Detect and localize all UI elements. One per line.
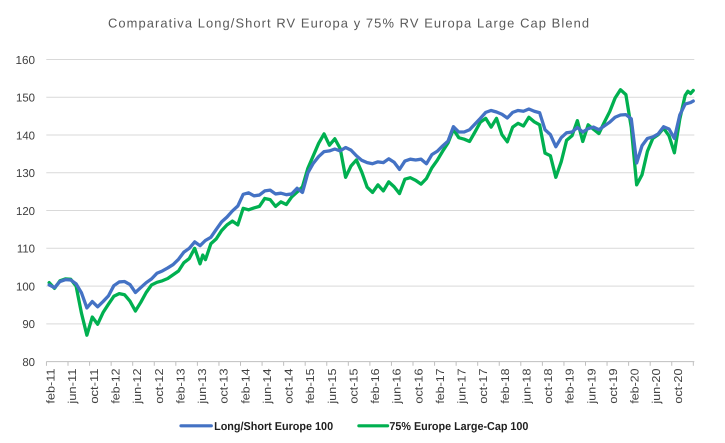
svg-text:110: 110 [17, 244, 35, 256]
svg-text:feb-12: feb-12 [110, 369, 122, 404]
svg-text:feb-19: feb-19 [565, 369, 577, 404]
svg-text:140: 140 [16, 130, 35, 142]
svg-text:jun-12: jun-12 [132, 369, 144, 405]
svg-text:jun-13: jun-13 [197, 369, 209, 405]
svg-text:jun-15: jun-15 [327, 369, 339, 405]
svg-text:150: 150 [16, 93, 35, 105]
svg-text:jun-11: jun-11 [67, 369, 79, 405]
svg-text:jun-19: jun-19 [586, 369, 598, 405]
svg-text:feb-15: feb-15 [305, 369, 317, 404]
svg-text:jun-14: jun-14 [262, 369, 274, 405]
svg-text:feb-16: feb-16 [370, 369, 382, 404]
svg-text:oct-18: oct-18 [543, 369, 555, 404]
svg-text:jun-16: jun-16 [392, 369, 404, 405]
svg-text:130: 130 [16, 168, 35, 180]
svg-text:75% Europe Large-Cap 100: 75% Europe Large-Cap 100 [389, 421, 528, 433]
svg-text:oct-12: oct-12 [154, 369, 166, 404]
svg-text:feb-14: feb-14 [240, 369, 252, 404]
svg-text:Long/Short Europe 100: Long/Short Europe 100 [214, 421, 333, 433]
svg-text:80: 80 [22, 357, 35, 369]
svg-text:160: 160 [15, 54, 35, 67]
svg-text:oct-19: oct-19 [608, 369, 620, 404]
svg-text:feb-13: feb-13 [175, 369, 187, 404]
svg-text:oct-11: oct-11 [89, 369, 101, 404]
svg-text:oct-15: oct-15 [348, 369, 360, 404]
svg-text:feb-18: feb-18 [500, 369, 512, 404]
svg-text:100: 100 [16, 281, 35, 293]
svg-text:jun-17: jun-17 [457, 369, 469, 405]
svg-text:Comparativa Long/Short RV Euro: Comparativa Long/Short RV Europa y 75% R… [108, 15, 589, 30]
svg-text:feb-17: feb-17 [435, 369, 447, 404]
svg-text:feb-20: feb-20 [630, 369, 642, 404]
svg-text:90: 90 [22, 319, 35, 331]
svg-text:jun-18: jun-18 [521, 369, 533, 405]
svg-text:oct-14: oct-14 [284, 369, 296, 404]
svg-text:feb-11: feb-11 [46, 369, 58, 404]
svg-text:jun-20: jun-20 [651, 369, 663, 405]
svg-text:oct-13: oct-13 [219, 369, 231, 404]
svg-text:oct-20: oct-20 [673, 369, 685, 404]
svg-text:oct-16: oct-16 [413, 369, 425, 404]
svg-text:120: 120 [16, 206, 35, 218]
svg-text:oct-17: oct-17 [478, 369, 490, 404]
